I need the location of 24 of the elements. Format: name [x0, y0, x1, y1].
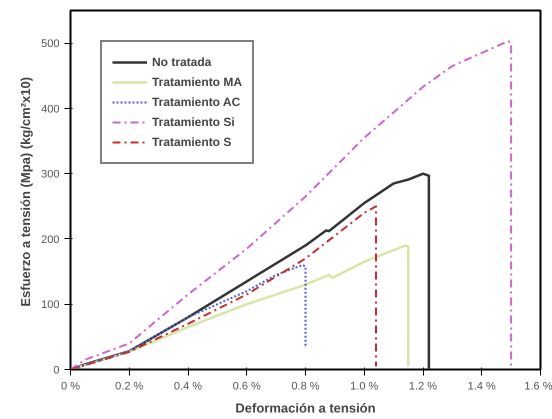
- x-tick-label: 1.6 %: [524, 380, 552, 392]
- y-tick-label: 300: [41, 168, 60, 181]
- x-tick-label: 0.8 %: [291, 380, 320, 392]
- legend-label: No tratada: [152, 55, 212, 69]
- x-tick-label: 0.2 %: [115, 380, 144, 392]
- x-tick-label: 0 %: [61, 380, 80, 392]
- y-tick-label: 500: [41, 38, 60, 50]
- legend-label: Tratamiento S: [152, 135, 232, 149]
- x-tick-label: 1.4 %: [468, 380, 496, 392]
- x-tick-label: 0.4 %: [174, 380, 202, 392]
- x-axis-title: Deformación a tensión: [235, 400, 376, 416]
- y-tick-label: 200: [41, 234, 60, 246]
- line-series: [70, 40, 512, 370]
- y-tick-label: 400: [41, 103, 60, 116]
- legend-label: Tratamiento MA: [152, 75, 242, 89]
- legend-label: Tratamiento AC: [152, 95, 240, 109]
- y-axis-title: Esfuerzo a tensión (Mpa) (kg/cm²x10): [18, 76, 34, 307]
- y-tick-label: 100: [41, 299, 60, 312]
- x-tick-label: 1.0 %: [350, 380, 379, 392]
- x-tick-label: 1.2 %: [408, 380, 438, 392]
- legend-label: Tratamiento Si: [152, 115, 235, 129]
- line-series: [70, 205, 377, 370]
- y-tick-label: 0: [53, 364, 60, 376]
- x-tick-label: 0.6 %: [232, 380, 262, 392]
